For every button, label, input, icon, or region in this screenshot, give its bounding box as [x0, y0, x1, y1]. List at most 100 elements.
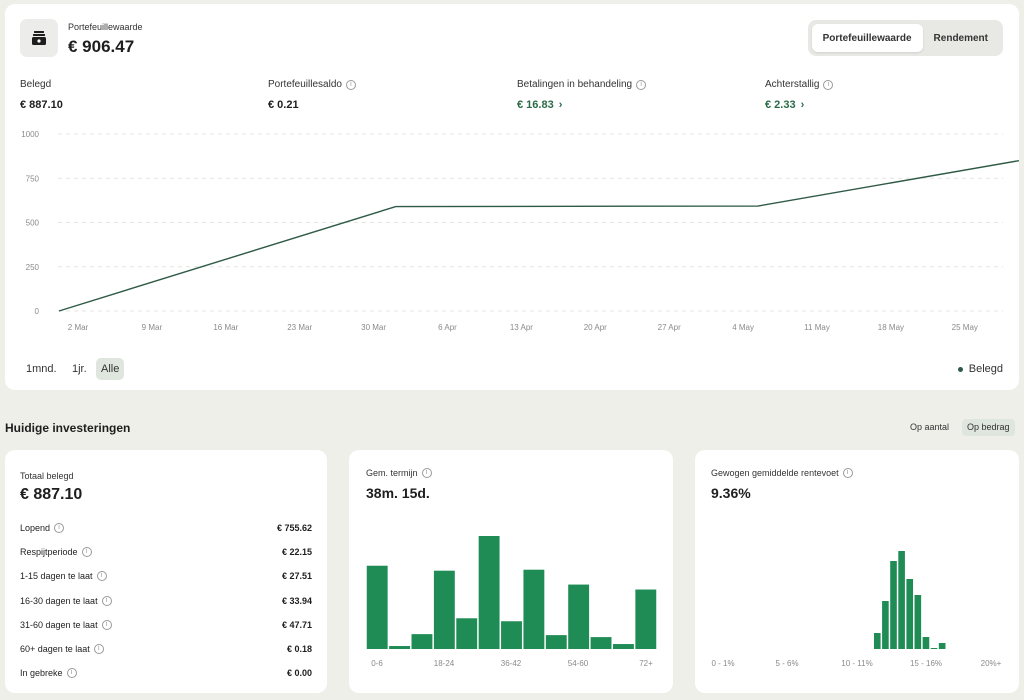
status-value: € 47.71	[281, 619, 312, 630]
x-tick-label: 6 Apr	[438, 323, 457, 332]
histogram-bar	[411, 634, 433, 649]
histogram-bar	[366, 565, 388, 649]
metric-label: Achterstallig	[765, 79, 820, 90]
x-tick-label: 27 Apr	[658, 323, 681, 332]
section-title: Huidige investeringen	[5, 421, 131, 435]
status-row: Respijtperiode i € 22.15	[20, 547, 312, 558]
status-row: 31-60 dagen te laat i € 47.71	[20, 619, 312, 630]
x-tick-label: 11 May	[804, 323, 830, 332]
y-tick-label: 0	[35, 307, 40, 316]
portfolio-title: Portefeuillewaarde	[68, 22, 143, 32]
x-tick-label: 23 Mar	[287, 323, 312, 332]
term-histogram: 0-6 18-24 36-42 54-60 72+	[366, 536, 657, 668]
status-value: € 0.00	[286, 668, 312, 679]
x-tick-label: 4 May	[732, 323, 754, 332]
y-tick-label: 250	[26, 263, 40, 272]
info-icon[interactable]: i	[101, 619, 112, 630]
histogram-bar	[433, 570, 455, 649]
status-label: 60+ dagen te laat	[20, 644, 90, 654]
info-icon[interactable]: i	[66, 668, 77, 679]
x-tick-label: 0 - 1%	[711, 659, 734, 668]
metric-label: Portefeuillesaldo	[268, 79, 342, 90]
metric-label: Belegd	[20, 79, 52, 90]
x-tick-label: 13 Apr	[510, 323, 533, 332]
info-icon[interactable]: i	[81, 547, 92, 558]
status-label: 31-60 dagen te laat	[20, 619, 98, 630]
metric-portfolio-balance: Portefeuillesaldo i € 0.21	[268, 79, 356, 111]
status-label: Respijtperiode	[20, 547, 78, 558]
legend-dot	[957, 366, 963, 372]
x-tick-label: 0-6	[371, 659, 383, 668]
info-icon[interactable]: i	[345, 79, 356, 90]
histogram-bar	[389, 646, 411, 649]
portfolio-card: Portefeuillewaarde € 906.47 Portefeuille…	[5, 4, 1019, 390]
chart-legend: Belegd	[957, 358, 1003, 380]
x-tick-label: 54-60	[568, 659, 589, 668]
status-value: € 27.51	[281, 571, 312, 582]
toggle-by-amount[interactable]: Op bedrag	[962, 419, 1015, 436]
portfolio-value: € 906.47	[68, 37, 135, 56]
status-value: € 22.15	[281, 547, 312, 558]
info-icon[interactable]: i	[842, 468, 853, 478]
status-value: € 33.94	[281, 595, 312, 606]
histogram-bar	[612, 644, 634, 649]
range-1-month[interactable]: 1mnd.	[26, 363, 57, 375]
interest-rate-card: Gewogen gemiddelde rentevoet i 9.36% 0 - …	[695, 450, 1019, 693]
status-value: € 755.62	[276, 523, 312, 533]
histogram-bar	[478, 536, 500, 649]
metric-value: € 887.10	[20, 99, 63, 111]
metric-value: € 2.33	[765, 99, 796, 111]
portfolio-line-chart: 0 250 500 750 1000 2 Mar 9 Mar 16 Mar 23 Mar 30 M…	[21, 130, 1019, 332]
histogram-bar	[922, 637, 930, 649]
rate-histogram: 0 - 1% 5 - 6% 10 - 11% 15 - 16% 20%+	[711, 551, 1002, 668]
status-row: 60+ dagen te laat i € 0.18	[20, 644, 312, 654]
chevron-right-icon[interactable]: ›	[558, 99, 563, 111]
info-icon[interactable]: i	[636, 79, 647, 90]
status-label: 1-15 dagen te laat	[20, 571, 93, 582]
x-tick-label: 20%+	[981, 659, 1002, 668]
x-tick-label: 10 - 11%	[841, 659, 872, 668]
wallet-icon	[32, 31, 46, 45]
histogram-bar	[501, 621, 522, 649]
x-tick-label: 5 - 6%	[775, 659, 798, 668]
histogram-bar	[590, 637, 612, 649]
metric-pending-payments[interactable]: Betalingen in behandeling i € 16.83 ›	[517, 79, 647, 111]
info-icon[interactable]: i	[54, 523, 65, 533]
x-tick-label: 36-42	[501, 659, 522, 668]
info-icon[interactable]: i	[823, 79, 834, 90]
metric-overdue[interactable]: Achterstallig i € 2.33 ›	[765, 79, 834, 111]
toggle-return[interactable]: Rendement	[933, 32, 988, 44]
x-tick-label: 2 Mar	[68, 323, 89, 332]
y-tick-label: 750	[26, 174, 40, 183]
y-tick-label: 1000	[21, 130, 39, 139]
y-tick-label: 500	[26, 219, 40, 228]
info-icon[interactable]: i	[96, 571, 107, 582]
metric-label: Betalingen in behandeling	[517, 79, 633, 90]
info-icon[interactable]: i	[93, 644, 104, 654]
status-row: In gebreke i € 0.00	[20, 668, 312, 679]
info-icon[interactable]: i	[421, 468, 432, 478]
status-label: 16-30 dagen te laat	[20, 595, 98, 606]
x-tick-label: 16 Mar	[213, 323, 238, 332]
toggle-portfolio-value[interactable]: Portefeuillewaarde	[811, 24, 923, 52]
toggle-by-count[interactable]: Op aantal	[910, 422, 950, 432]
average-term-card: Gem. termijn i 38m. 15d. 0-6 18-24 36-42 54-…	[349, 450, 673, 693]
status-row: Lopend i € 755.62	[20, 523, 312, 533]
histogram-bar	[938, 643, 946, 649]
total-invested-value: € 887.10	[20, 486, 83, 503]
x-tick-label: 20 Apr	[584, 323, 607, 332]
term-value: 38m. 15d.	[366, 485, 430, 501]
histogram-bar	[898, 551, 905, 649]
histogram-bar	[568, 584, 590, 649]
investment-breakdown-card: Totaal belegd € 887.10 Lopend i € 755.62 Re…	[5, 450, 327, 693]
histogram-bar	[914, 595, 922, 649]
total-invested-label: Totaal belegd	[20, 471, 74, 481]
status-label: Lopend	[20, 523, 51, 533]
range-all[interactable]: Alle	[96, 358, 125, 380]
histogram-bar	[545, 635, 567, 649]
range-1-year[interactable]: 1jr.	[72, 363, 87, 375]
rate-label: Gewogen gemiddelde rentevoet	[711, 468, 839, 478]
chevron-right-icon[interactable]: ›	[800, 99, 805, 111]
info-icon[interactable]: i	[101, 595, 112, 606]
histogram-bar	[873, 633, 881, 649]
